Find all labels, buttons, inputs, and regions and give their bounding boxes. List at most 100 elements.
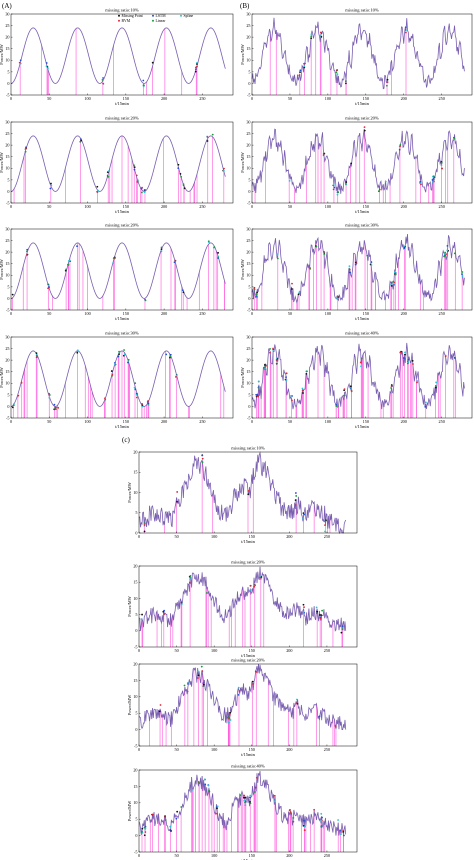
imputed-point [404, 353, 406, 356]
x-tick-label: 250 [439, 96, 445, 101]
imputed-point [197, 780, 200, 783]
imputed-point [135, 392, 138, 395]
x-tick-label: 0 [138, 648, 140, 653]
x-tick-label: 100 [325, 419, 331, 424]
imputed-point [26, 250, 28, 253]
subplot-title: missing ratio:30% [345, 223, 379, 228]
y-tick-label: -5 [6, 200, 10, 205]
imputed-point [176, 491, 179, 493]
x-tick-label: 200 [286, 534, 292, 539]
imputed-point [186, 690, 189, 693]
subplot-a4: missing ratio:30%0 50 100 150 200 250-5051015… [0, 331, 234, 429]
imputed-point [336, 193, 339, 196]
legend-marker [152, 14, 154, 17]
imputed-point [412, 363, 414, 365]
imputed-point [398, 148, 401, 151]
imputed-point [223, 167, 225, 170]
x-tick-label: 100 [84, 311, 90, 316]
x-tick-label: 250 [439, 204, 445, 209]
imputed-point [144, 831, 147, 833]
imputed-point [205, 592, 208, 594]
x-tick-label: 100 [325, 204, 331, 209]
imputed-point [249, 588, 252, 591]
imputed-point [253, 288, 256, 291]
imputed-point [441, 167, 443, 170]
imputed-point [404, 351, 406, 354]
imputed-point [48, 396, 51, 399]
imputed-point [35, 352, 38, 355]
x-tick-label: 50 [174, 853, 178, 858]
y-tick-label: 30 [5, 11, 9, 16]
imputed-point [133, 386, 136, 389]
imputed-point [18, 61, 21, 64]
y-tick-label: 5 [7, 69, 9, 74]
power-curve [251, 342, 465, 410]
plot-frame [10, 228, 234, 311]
imputed-point [434, 386, 437, 389]
subplot-title: missing ratio:20% [105, 116, 139, 121]
y-tick-label: 20 [5, 358, 9, 363]
imputed-point [249, 800, 252, 803]
x-tick-label: 250 [199, 96, 205, 101]
y-tick-label: 15 [5, 154, 9, 159]
imputed-point [141, 613, 143, 616]
subplot-c1: missing ratio:10% 0 50 100 150 200 250 0 5 10 15 20… [127, 446, 358, 544]
imputed-point [298, 74, 301, 77]
plot-frame [251, 121, 473, 204]
imputed-point [256, 393, 259, 396]
x-tick-label: 100 [84, 96, 90, 101]
power-curve [138, 770, 347, 836]
imputed-point [123, 353, 126, 356]
imputed-point [343, 394, 346, 397]
x-tick-label: 100 [84, 419, 90, 424]
imputed-point [340, 833, 342, 836]
subplot-title: missing ratio:10% [345, 8, 379, 13]
x-tick-label: 150 [363, 96, 369, 101]
subplot-c4: missing ratio:40%0 50 100 150 200 250-5051015… [127, 764, 358, 860]
imputed-point [249, 794, 252, 797]
imputed-point [142, 84, 145, 87]
x-tick-label: 50 [288, 96, 292, 101]
x-tick-label: 200 [161, 419, 167, 424]
imputed-point [222, 169, 225, 172]
subplot-b1: missing ratio:10%0 50 100 150 200 250-5051015… [240, 8, 473, 106]
y-axis-label: Power/MW [127, 481, 132, 502]
x-tick-label: 100 [211, 534, 217, 539]
imputed-point [140, 831, 143, 833]
plot-frame [251, 336, 473, 419]
imputed-point [176, 500, 178, 503]
imputed-point [269, 348, 271, 350]
imputed-point [208, 789, 211, 792]
imputed-point [160, 250, 163, 252]
x-axis-label: t/15min [355, 316, 369, 321]
y-axis-label: Power/MW [127, 595, 132, 616]
imputed-point [110, 370, 113, 372]
x-axis-label: t/15min [355, 209, 369, 214]
plot-frame [10, 121, 234, 204]
imputed-point [294, 504, 297, 506]
y-tick-label: 25 [5, 23, 9, 28]
imputed-point [292, 816, 295, 819]
x-tick-label: 50 [288, 311, 292, 316]
imputed-point [341, 625, 344, 628]
imputed-point [443, 255, 446, 258]
x-tick-label: 0 [138, 534, 140, 539]
x-axis-label: t/15min [241, 858, 255, 860]
imputed-point [276, 359, 278, 362]
imputed-point [112, 262, 115, 264]
x-tick-label: 250 [324, 747, 330, 752]
imputed-point [114, 363, 116, 366]
y-tick-label: 5 [248, 69, 250, 74]
y-tick-label: 10 [5, 273, 9, 278]
imputed-point [310, 37, 313, 40]
imputed-point [403, 357, 405, 359]
imputed-point [332, 188, 335, 191]
imputed-point [20, 381, 23, 384]
y-tick-label: -5 [134, 743, 138, 748]
subplot-title: missing ratio:30% [105, 331, 139, 336]
x-axis-label: t/15min [115, 101, 129, 106]
x-tick-label: 0 [10, 96, 12, 101]
x-tick-label: 100 [325, 311, 331, 316]
imputed-point [216, 805, 219, 808]
imputed-point [143, 191, 146, 193]
